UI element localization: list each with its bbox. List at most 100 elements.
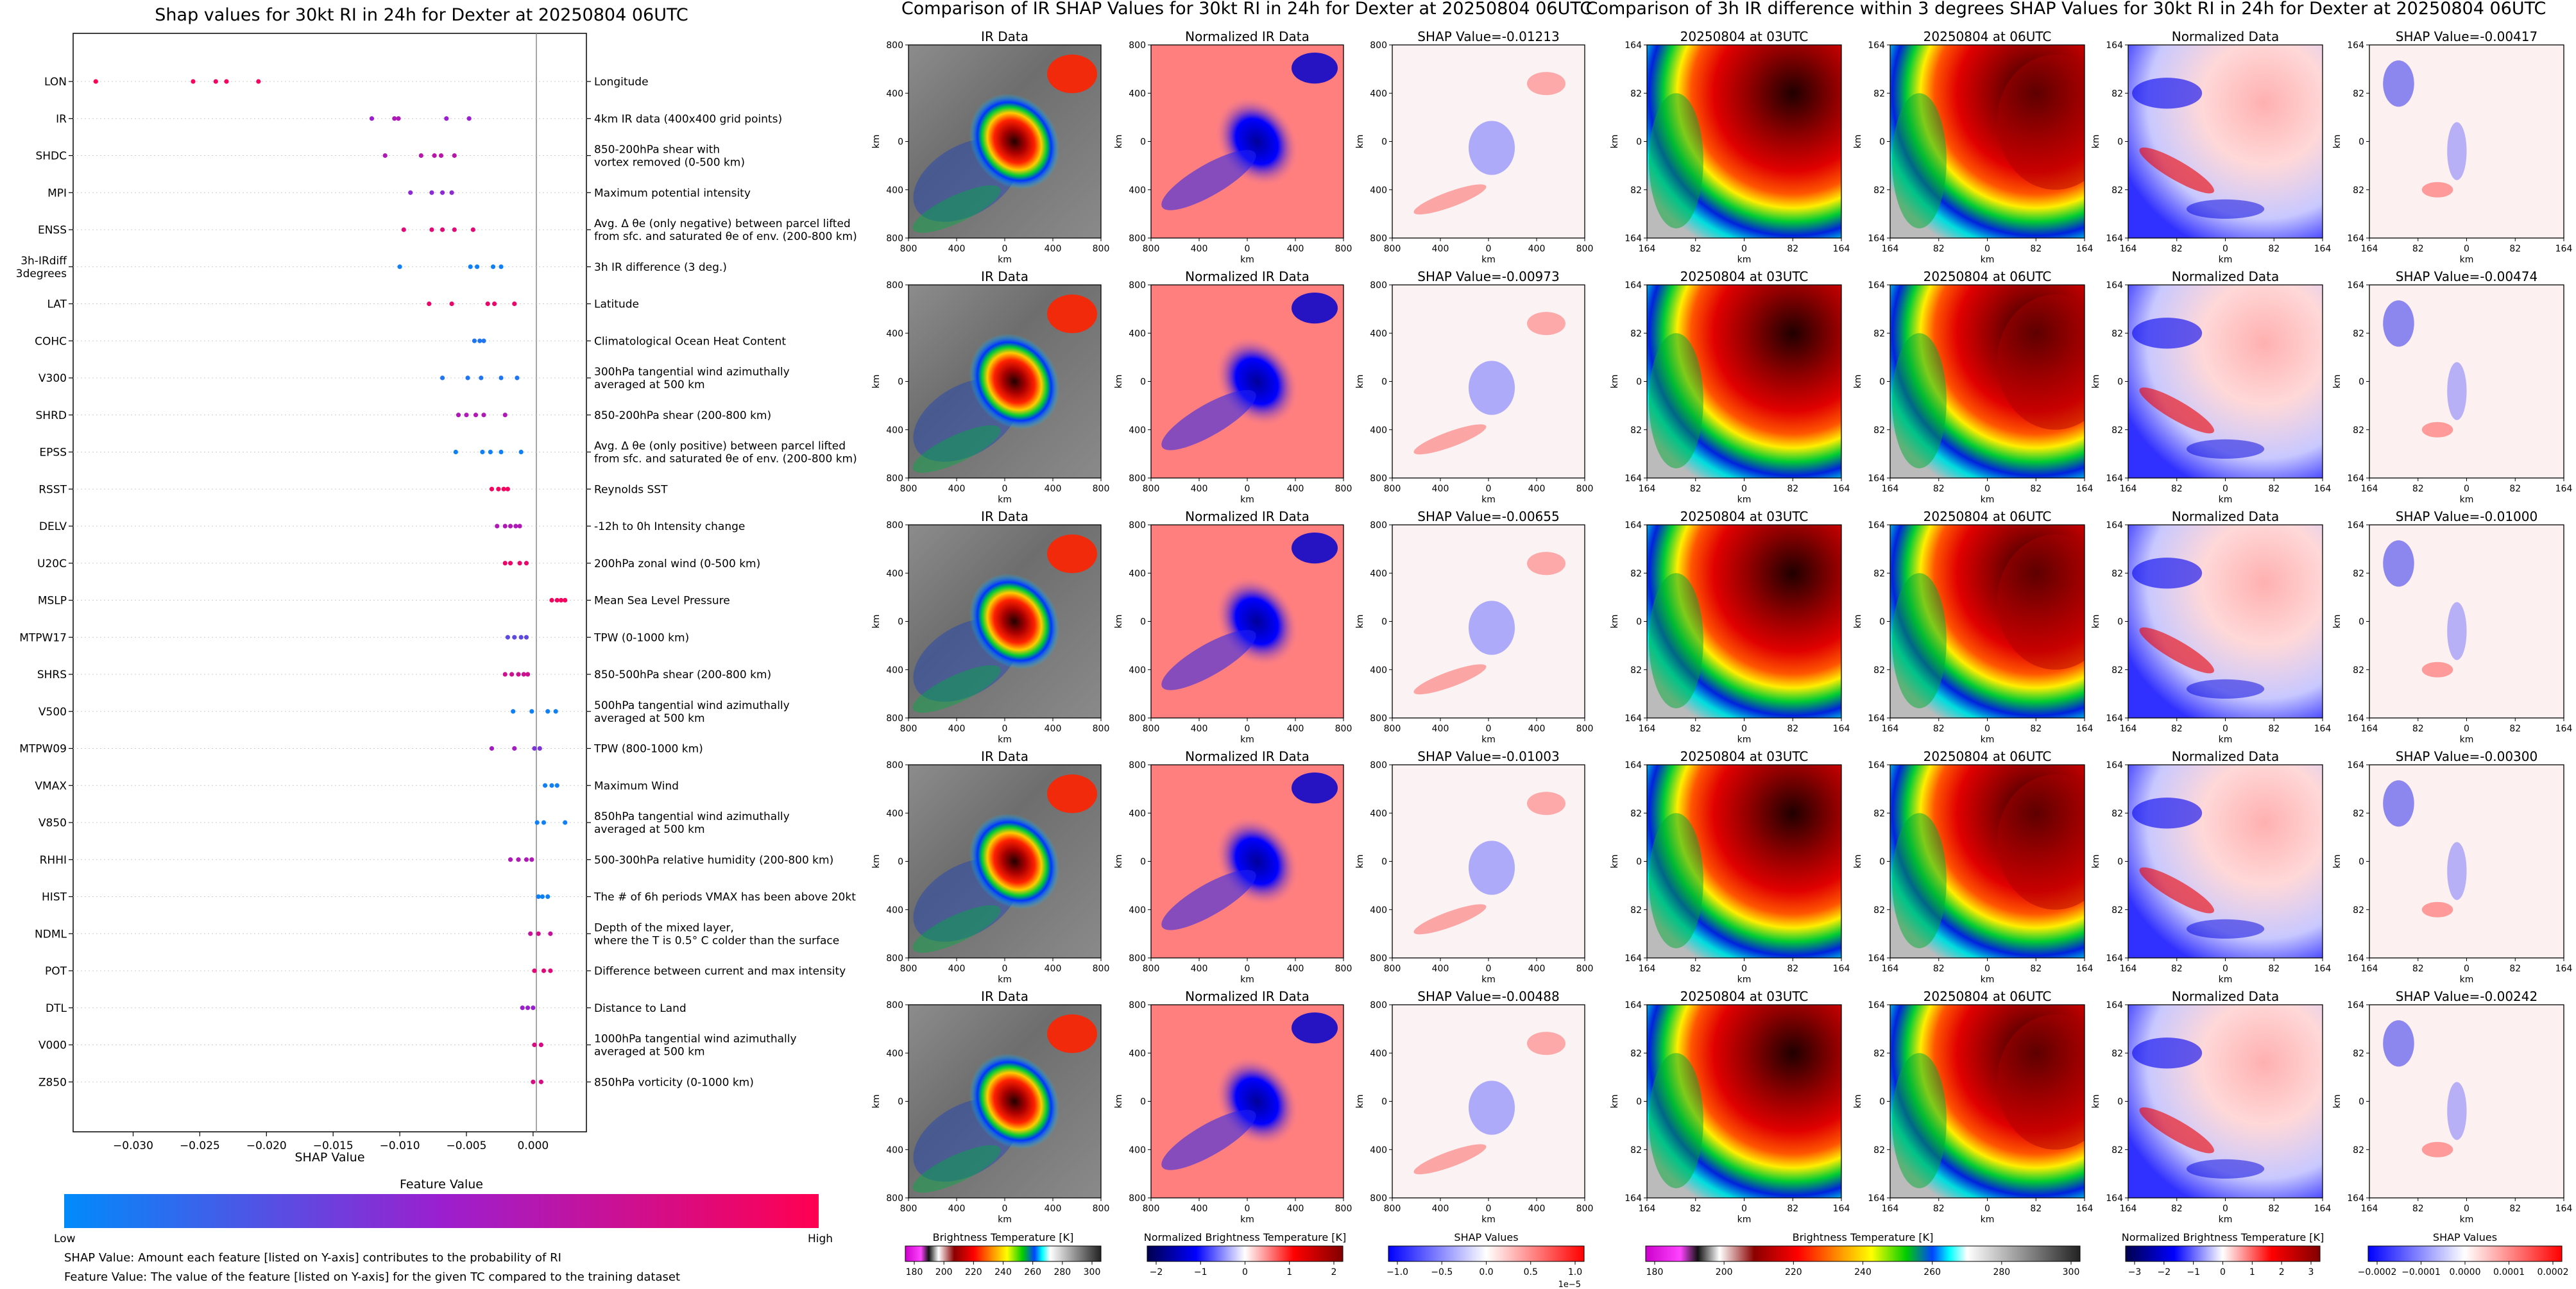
heatmap-image	[1151, 285, 1343, 478]
feature-description: averaged at 500 km	[594, 823, 705, 836]
shap-dot	[499, 375, 504, 380]
y-tick-label: 82	[2111, 425, 2123, 436]
x-tick-label: 82	[2509, 964, 2521, 974]
panel-title: IR Data	[981, 989, 1028, 1004]
shap-dot	[538, 1079, 543, 1084]
y-tick-label: 400	[1370, 185, 1387, 196]
image-panel-grid: IR Data 800 800 400 400 0 0 400 400 800 800 km km Nor…	[871, 29, 2572, 1225]
x-axis-label: km	[1737, 495, 1752, 505]
x-tick-label: 0	[1486, 484, 1492, 494]
shap-dot	[558, 597, 564, 603]
shap-dot	[525, 1005, 531, 1011]
y-tick-label: 164	[2347, 474, 2364, 484]
panel-title: SHAP Value=-0.00300	[2396, 749, 2538, 764]
x-tick-label: 164	[2076, 484, 2094, 494]
y-axis-label: km	[1114, 855, 1124, 869]
y-axis-label: km	[1853, 855, 1863, 869]
x-tick-label: 400	[1287, 724, 1304, 734]
x-tick-label: 0	[1002, 964, 1008, 974]
colorbar-tick-label: 220	[965, 1267, 982, 1277]
x-tick-label: 82	[1933, 724, 1945, 734]
colorbar-label: Brightness Temperature [K]	[1793, 1231, 1934, 1243]
x-tick-label: 0	[1741, 724, 1747, 734]
shap-dot	[480, 449, 485, 455]
shap-dot	[429, 190, 434, 195]
x-tick-label: 82	[2030, 964, 2042, 974]
x-tick-label: 82	[2268, 1204, 2280, 1214]
y-tick-label: 400	[1129, 665, 1146, 676]
x-tick-label: 800	[900, 484, 917, 494]
shap-dot	[512, 635, 517, 640]
x-tick-label: 800	[1143, 1204, 1160, 1214]
shap-dot	[465, 375, 470, 380]
heatmap-image	[1151, 1005, 1343, 1198]
x-tick-label: 164	[2076, 244, 2094, 254]
feature-description: from sfc. and saturated θe of env. (200-…	[594, 453, 857, 466]
colorbar-tick-label: 0.0001	[2493, 1267, 2525, 1277]
colorbar-tick-label: 0.0000	[2450, 1267, 2481, 1277]
y-tick-label: 82	[1630, 1145, 1642, 1156]
shap-dot	[524, 635, 529, 640]
y-tick-label: 800	[1129, 280, 1146, 291]
y-tick-label: 400	[1370, 1145, 1387, 1156]
feature-code: 3degrees	[16, 268, 67, 280]
shap-dot	[427, 301, 432, 307]
x-tick-label: 164	[2555, 1204, 2573, 1214]
x-tick-label: 82	[2509, 484, 2521, 494]
panel-title: Normalized Data	[2172, 749, 2280, 764]
x-tick-label: 82	[2412, 964, 2424, 974]
y-tick-label: 0	[898, 137, 903, 148]
shap-dot	[531, 1079, 536, 1084]
x-tick-label: 82	[1787, 484, 1798, 494]
x-tick-label: 164	[1882, 484, 1899, 494]
x-tick-label: 164	[2120, 244, 2137, 254]
colorbar-label: SHAP Values	[1454, 1231, 1518, 1243]
x-tick-label: 164	[2120, 1204, 2137, 1214]
shap-dot	[396, 116, 401, 121]
y-tick-label: 0	[1140, 857, 1146, 867]
y-axis-label: km	[1610, 375, 1620, 389]
feature-description: Avg. Δ θe (only negative) between parcel…	[594, 218, 851, 230]
heatmap-image	[1151, 765, 1343, 958]
heatmap-image	[1392, 765, 1585, 958]
feature-value-note: Feature Value: The value of the feature …	[64, 1270, 680, 1284]
shap-dot	[490, 264, 496, 269]
feature-code: POT	[45, 965, 67, 978]
feature-code: V300	[38, 372, 67, 385]
x-tick-label: 82	[2268, 244, 2280, 254]
y-tick-label: 800	[1370, 474, 1387, 484]
colorbar	[1147, 1245, 1343, 1262]
x-tick-label: 82	[2509, 244, 2521, 254]
x-tick-label: 800	[1576, 724, 1594, 734]
x-tick-label: 400	[1191, 1204, 1208, 1214]
y-tick-label: 0	[2358, 377, 2364, 388]
y-axis-label: km	[1355, 1095, 1365, 1109]
y-tick-label: 164	[1868, 474, 1885, 484]
y-tick-label: 800	[886, 474, 903, 484]
colorbar-tick-label: 180	[906, 1267, 923, 1277]
y-tick-label: 164	[1868, 1193, 1885, 1204]
heatmap-image	[2369, 1005, 2564, 1198]
y-tick-label: 164	[2347, 520, 2364, 531]
panel-title: SHAP Value=-0.00417	[2396, 29, 2538, 44]
x-tick-label: 400	[948, 484, 966, 494]
shap-dot	[529, 709, 534, 714]
y-tick-label: 0	[1879, 377, 1885, 388]
y-tick-label: 400	[1370, 665, 1387, 676]
feature-code: NDML	[35, 928, 67, 941]
x-tick-label: 164	[1639, 1204, 1656, 1214]
x-tick-label: −0.010	[380, 1140, 420, 1152]
y-tick-label: 800	[1370, 713, 1387, 724]
y-tick-label: 0	[1381, 617, 1387, 627]
shap-dot	[466, 116, 472, 121]
middle-title: Comparison of IR SHAP Values for 30kt RI…	[901, 0, 1592, 19]
y-axis-label: km	[1114, 1095, 1124, 1109]
feature-code: SHRD	[36, 409, 67, 422]
x-tick-label: 164	[2314, 964, 2332, 974]
y-tick-label: 800	[1370, 1000, 1387, 1011]
x-tick-label: 0	[2464, 724, 2469, 734]
x-tick-label: 82	[2509, 1204, 2521, 1214]
y-axis-label: km	[2332, 1095, 2342, 1109]
feature-description: 850-200hPa shear (200-800 km)	[594, 409, 771, 422]
